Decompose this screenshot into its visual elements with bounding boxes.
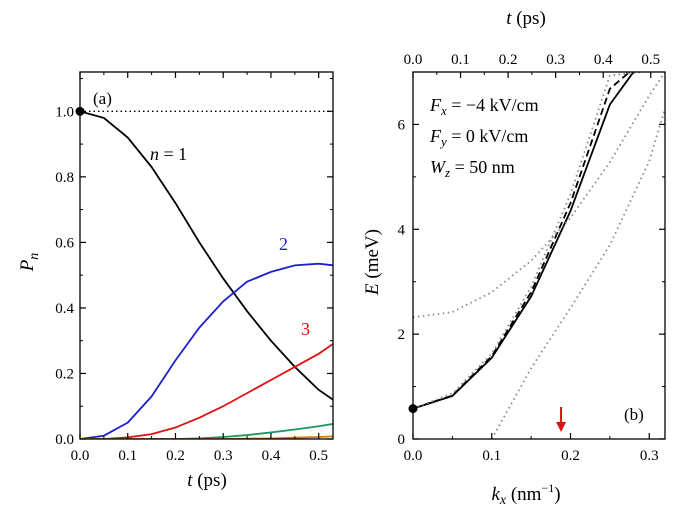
panel-b-top-xlabel: t (ps) — [506, 8, 546, 29]
panel-a-xtick-label: 0.0 — [71, 448, 90, 464]
panel-b-series-4-line — [413, 72, 665, 319]
panel-b-top-xtick-label: 0.0 — [404, 52, 423, 68]
panel-b-series-2-line — [413, 72, 631, 410]
panel-b-series-3-line — [413, 72, 642, 410]
panel-a-series-2-line — [80, 262, 333, 439]
panel-b-ytick-label: 4 — [398, 222, 406, 238]
panel-a-xtick-label: 0.4 — [262, 448, 281, 464]
panel-b-xlabel: kx (nm−1) — [491, 481, 560, 508]
panel-b-arrow-head — [556, 422, 567, 432]
panel-b-xtick-label: 0.1 — [482, 448, 501, 464]
panel-b-top-xtick-label: 0.1 — [451, 52, 470, 68]
panel-b-top-xtick-label: 0.4 — [594, 52, 613, 68]
panel-a-ytick-label: 1.0 — [55, 104, 74, 120]
panel-a-start-marker — [75, 106, 85, 116]
panel-b-xtick-label: 0.2 — [561, 448, 580, 464]
annotation-wz: Wz = 50 nm — [430, 157, 515, 180]
panel-a: 0.0 0.1 0.2 0.3 0.4 0.5 0.0 0.2 0.4 0.6 0.8 1.0 (a)… — [17, 71, 334, 491]
panel-b-top-xtick-label: 0.2 — [499, 52, 518, 68]
panel-a-label: (a) — [93, 89, 112, 108]
panel-a-series-1-line — [80, 110, 333, 401]
panel-b-ytick-label: 2 — [398, 327, 406, 343]
panel-b-start-marker — [408, 404, 418, 414]
panel-a-ytick-label: 0.2 — [55, 366, 74, 382]
panel-b-ytick-label: 6 — [398, 117, 406, 133]
panel-b-frame — [412, 71, 666, 440]
panel-b-ytick-label: 0 — [398, 432, 406, 448]
panel-a-xtick-label: 0.1 — [118, 448, 137, 464]
panel-b-series-1-line — [413, 72, 635, 410]
panel-a-ytick-label: 0.0 — [55, 432, 74, 448]
panel-a-ytick-label: 0.8 — [55, 170, 74, 186]
panel-a-xtick-label: 0.3 — [214, 448, 233, 464]
panel-a-xlabel: t (ps) — [187, 470, 227, 491]
panel-a-ytick-label: 0.4 — [55, 301, 74, 317]
panel-b: 0.0 0.1 0.2 0.3 0.0 0.1 0.2 0.3 0.4 0.5 0 2 4 6 (b) F… — [362, 8, 666, 508]
panel-b-xtick-label: 0.3 — [640, 448, 659, 464]
panel-b-top-xtick-label: 0.3 — [546, 52, 565, 68]
annotation-fy: Fy = 0 kV/cm — [429, 126, 528, 149]
annotation-fx: Fx = −4 kV/cm — [429, 95, 539, 118]
panel-a-ylabel: Pn — [17, 253, 42, 273]
panel-b-label: (b) — [624, 405, 644, 424]
panel-a-frame — [79, 71, 334, 440]
panel-a-series-3-line — [80, 343, 333, 439]
panel-b-ylabel: E (meV) — [362, 229, 383, 296]
panel-b-xtick-label: 0.0 — [404, 448, 423, 464]
panel-a-xtick-label: 0.5 — [309, 448, 328, 464]
series-label-2: 2 — [279, 234, 288, 254]
panel-b-series-5-line — [490, 108, 665, 439]
panel-b-top-xtick-label: 0.5 — [641, 52, 660, 68]
panel-a-ytick-label: 0.6 — [55, 235, 74, 251]
series-label-3: 3 — [301, 319, 310, 339]
series-label-n1: n = 1 — [150, 144, 187, 164]
panel-a-xtick-label: 0.2 — [166, 448, 185, 464]
